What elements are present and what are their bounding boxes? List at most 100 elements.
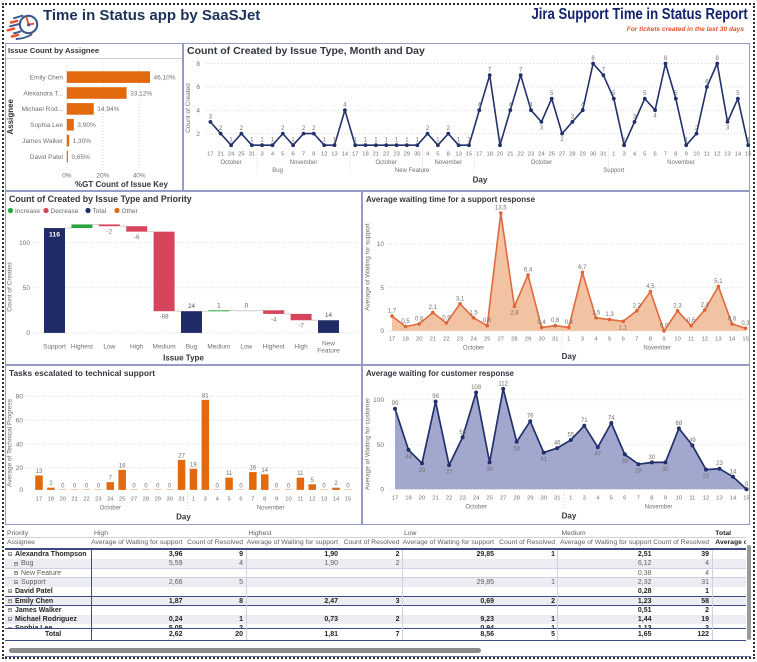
svg-text:90: 90: [392, 401, 399, 407]
svg-text:21: 21: [71, 497, 77, 503]
svg-text:4: 4: [633, 152, 637, 158]
svg-text:21: 21: [373, 152, 379, 158]
svg-text:55: 55: [567, 433, 574, 439]
svg-text:81: 81: [202, 393, 209, 399]
svg-text:98: 98: [432, 394, 439, 400]
svg-text:0: 0: [97, 483, 101, 489]
svg-text:-6: -6: [134, 234, 140, 241]
svg-text:1: 1: [612, 152, 615, 158]
svg-text:High: High: [294, 344, 308, 351]
svg-text:Issue Type: Issue Type: [163, 354, 204, 363]
svg-text:20: 20: [497, 152, 503, 158]
svg-text:7: 7: [302, 152, 305, 158]
svg-text:14: 14: [729, 337, 736, 343]
svg-text:30: 30: [662, 467, 669, 473]
svg-text:4: 4: [196, 108, 200, 115]
svg-text:12: 12: [702, 337, 708, 343]
svg-text:-88: -88: [160, 314, 170, 321]
svg-text:0,5: 0,5: [401, 319, 410, 325]
svg-text:31: 31: [552, 337, 558, 343]
svg-text:2: 2: [196, 131, 200, 138]
svg-text:7: 7: [664, 152, 667, 158]
svg-text:8: 8: [664, 56, 668, 62]
svg-text:29: 29: [155, 497, 161, 503]
svg-text:0: 0: [85, 483, 89, 489]
svg-text:October: October: [220, 160, 241, 166]
svg-text:Feature: Feature: [317, 348, 340, 355]
svg-text:0,4: 0,4: [537, 320, 546, 326]
svg-text:18: 18: [486, 152, 492, 158]
svg-text:28: 28: [569, 152, 575, 158]
svg-text:18: 18: [362, 152, 368, 158]
svg-text:0: 0: [380, 328, 384, 335]
svg-text:22: 22: [443, 337, 449, 343]
svg-text:108: 108: [471, 385, 482, 391]
svg-text:13: 13: [321, 497, 327, 503]
svg-text:27: 27: [498, 337, 504, 343]
svg-text:Average of Waiting for custome: Average of Waiting for customer: [365, 397, 372, 490]
svg-text:Day: Day: [473, 176, 488, 185]
svg-text:0,4: 0,4: [565, 320, 574, 326]
svg-text:3,90%: 3,90%: [77, 122, 96, 129]
svg-text:6: 6: [196, 84, 200, 91]
svg-text:1: 1: [569, 496, 572, 502]
svg-text:20%: 20%: [96, 173, 109, 180]
svg-text:14: 14: [730, 496, 737, 502]
svg-text:15: 15: [743, 496, 749, 502]
svg-text:1: 1: [385, 138, 389, 144]
svg-text:1: 1: [747, 138, 751, 144]
svg-text:5,1: 5,1: [714, 279, 723, 285]
svg-text:9: 9: [685, 152, 688, 158]
svg-text:1: 1: [291, 138, 295, 144]
svg-text:6: 6: [622, 337, 625, 343]
svg-text:20: 20: [16, 465, 24, 472]
svg-text:0,0: 0,0: [660, 323, 669, 329]
svg-text:1: 1: [685, 138, 689, 144]
svg-text:4: 4: [271, 152, 275, 158]
svg-text:2: 2: [312, 126, 316, 132]
svg-text:2: 2: [49, 481, 53, 487]
svg-text:30: 30: [486, 467, 493, 473]
svg-text:23: 23: [393, 152, 399, 158]
svg-text:30: 30: [538, 337, 544, 343]
svg-text:3: 3: [209, 114, 213, 120]
svg-text:49: 49: [689, 438, 696, 444]
svg-text:Other: Other: [122, 208, 139, 215]
svg-text:1: 1: [333, 138, 337, 144]
svg-text:31: 31: [554, 496, 560, 502]
svg-text:46,10%: 46,10%: [154, 74, 176, 81]
svg-text:5: 5: [436, 152, 439, 158]
svg-text:14: 14: [333, 497, 340, 503]
svg-text:60: 60: [16, 418, 24, 425]
svg-text:27: 27: [131, 497, 137, 503]
svg-text:28: 28: [511, 337, 517, 343]
svg-text:2,8: 2,8: [510, 311, 519, 317]
svg-text:30: 30: [540, 496, 546, 502]
svg-text:5: 5: [643, 91, 647, 97]
svg-text:0,8: 0,8: [728, 316, 737, 322]
svg-text:13: 13: [715, 337, 721, 343]
svg-text:October: October: [531, 160, 552, 166]
svg-text:0%: 0%: [62, 173, 72, 180]
svg-text:November: November: [257, 506, 285, 512]
svg-text:9: 9: [662, 337, 665, 343]
svg-text:17: 17: [36, 497, 42, 503]
svg-text:1,1: 1,1: [619, 325, 628, 331]
svg-text:27: 27: [559, 152, 565, 158]
svg-text:2,1: 2,1: [429, 305, 438, 311]
svg-text:0,6: 0,6: [687, 318, 696, 324]
svg-text:8: 8: [447, 152, 450, 158]
svg-text:1: 1: [467, 138, 471, 144]
svg-text:4: 4: [509, 103, 513, 109]
svg-text:0: 0: [275, 483, 279, 489]
svg-text:1: 1: [457, 138, 461, 144]
svg-text:4: 4: [478, 103, 482, 109]
svg-text:Low: Low: [103, 344, 115, 351]
svg-text:100: 100: [373, 397, 384, 404]
svg-text:22: 22: [383, 152, 389, 158]
svg-text:28: 28: [513, 496, 519, 502]
svg-text:0: 0: [745, 482, 749, 488]
svg-text:5: 5: [380, 285, 384, 292]
svg-text:24: 24: [228, 152, 235, 158]
svg-text:13: 13: [36, 469, 43, 475]
